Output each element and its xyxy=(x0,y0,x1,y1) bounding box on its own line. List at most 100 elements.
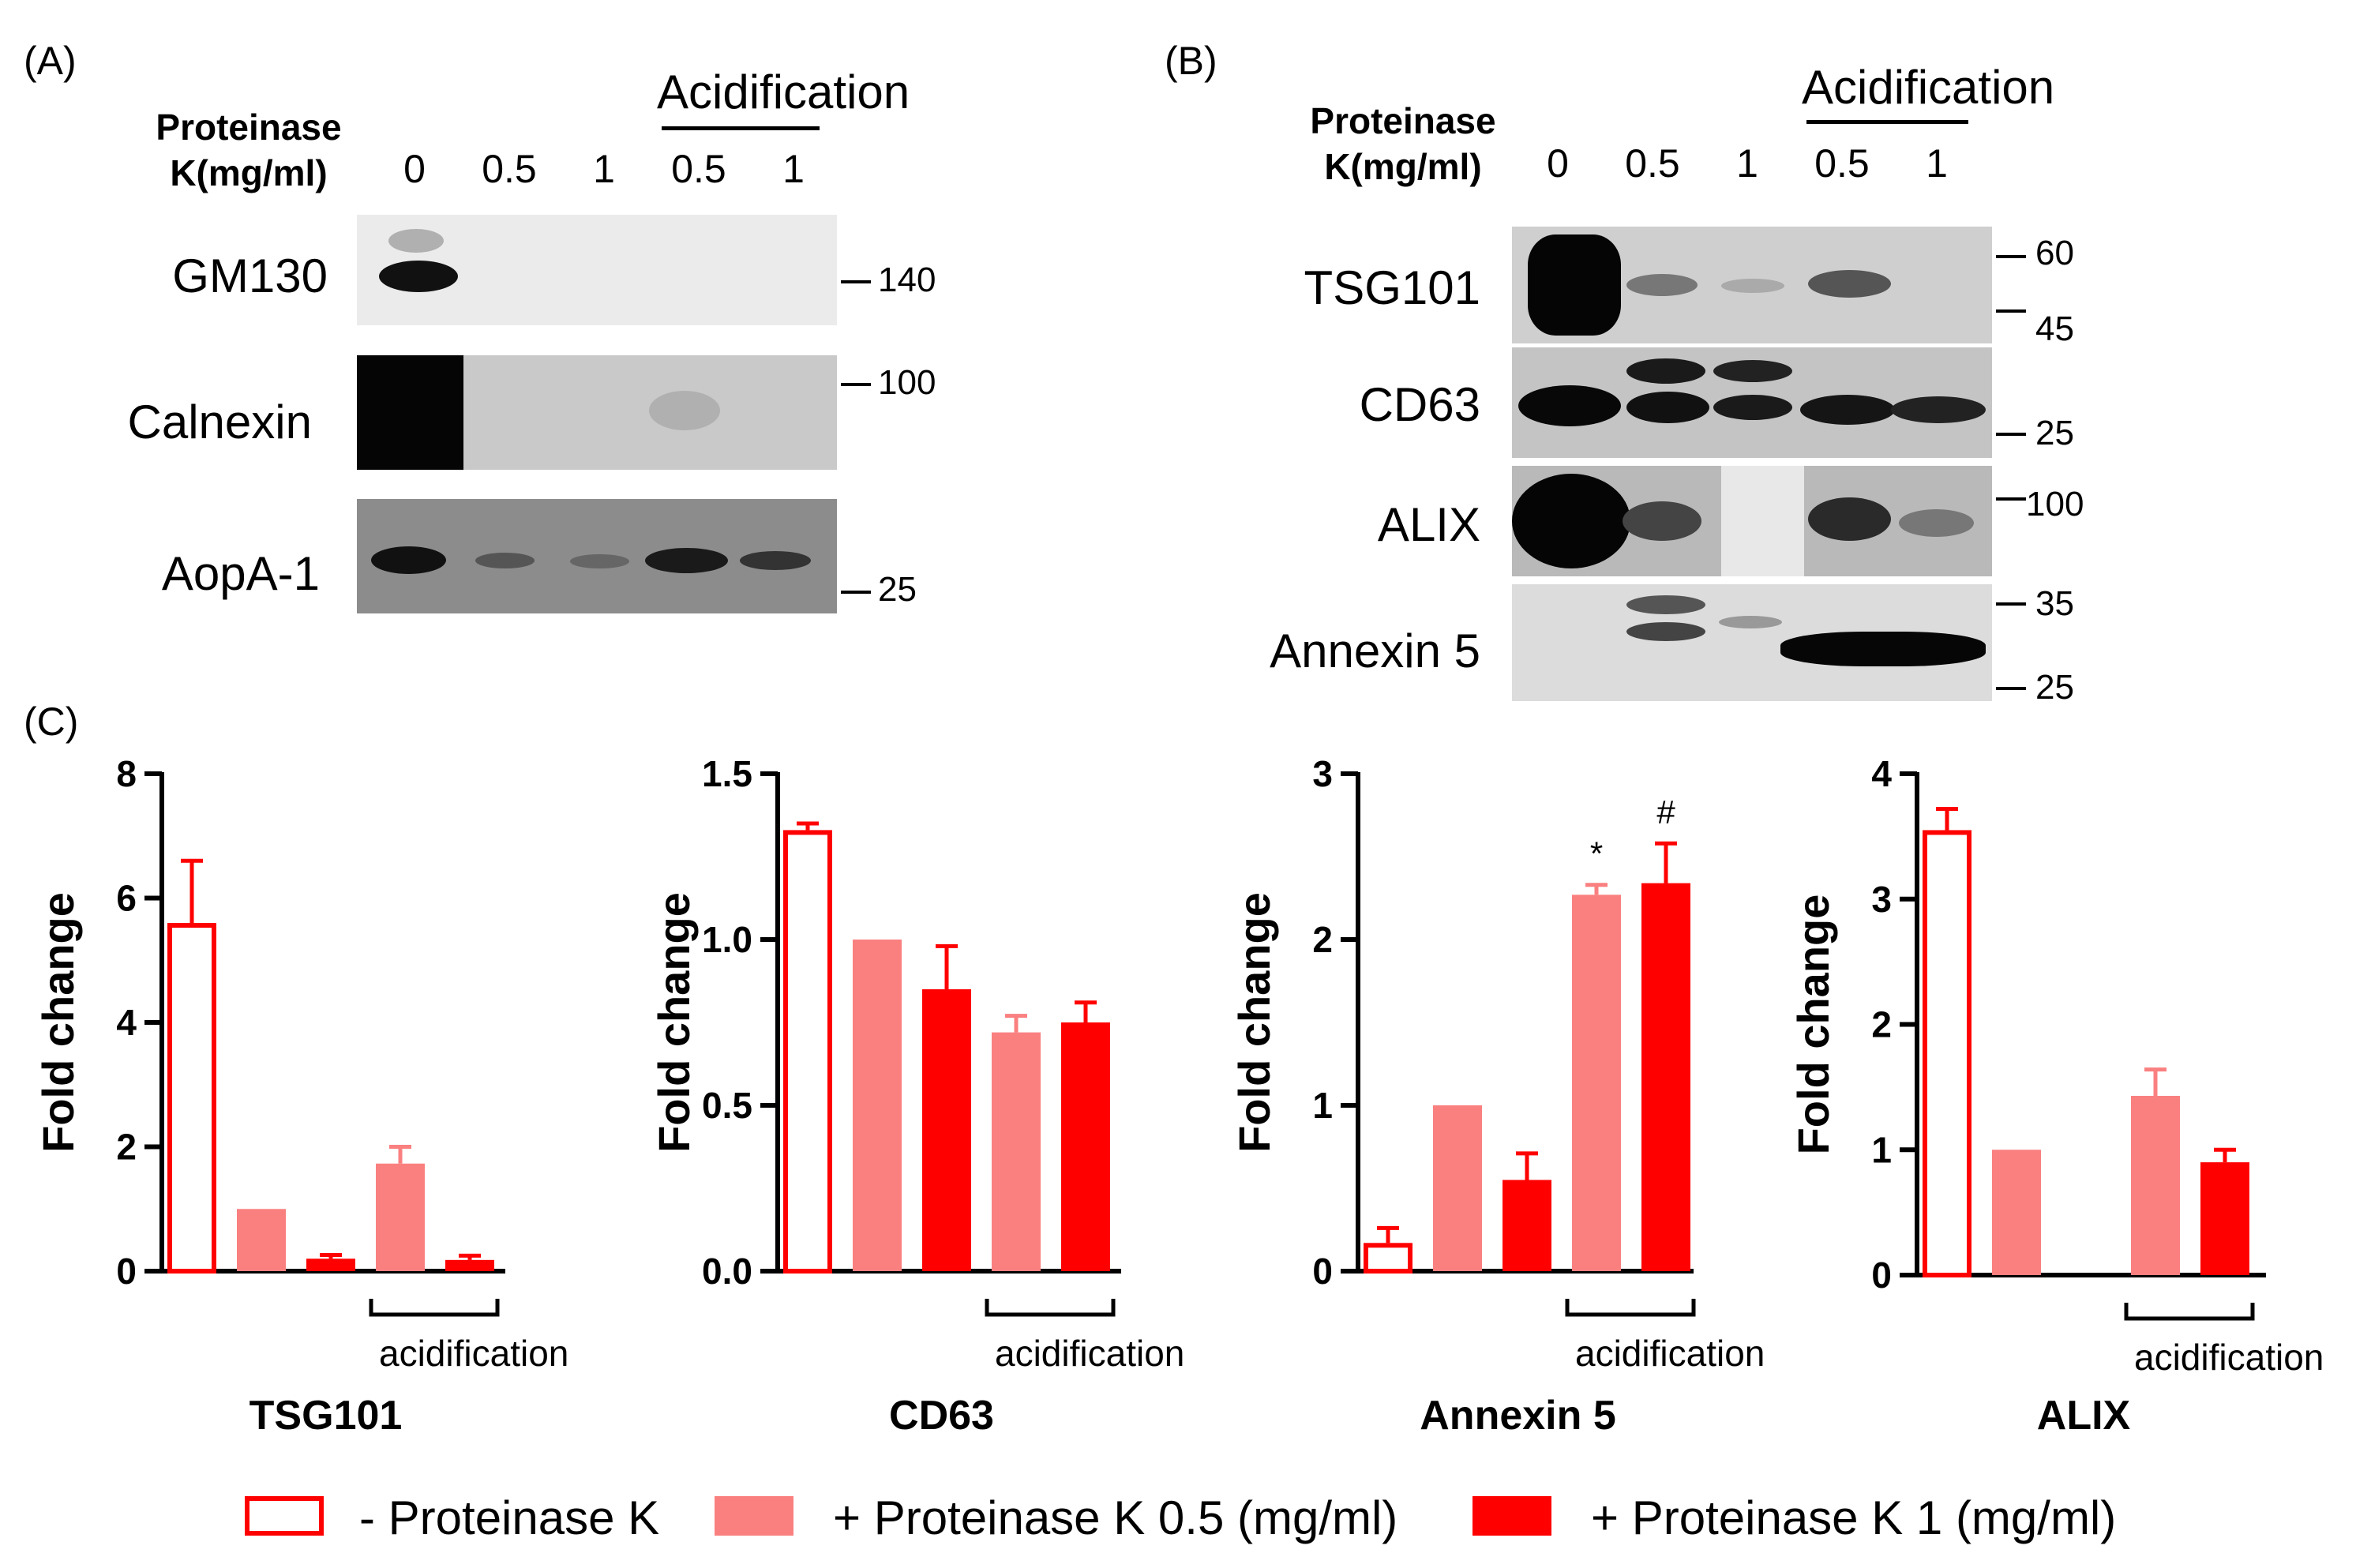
panel-b-blot-alix xyxy=(1512,466,1992,576)
panel-label-a: (A) xyxy=(24,39,77,83)
band xyxy=(1721,279,1784,293)
panel-b-marker-tick xyxy=(1996,497,2026,501)
panel-label-b: (B) xyxy=(1165,39,1217,83)
panel-a-marker-tick xyxy=(841,591,871,594)
panel-b-pk-label-line1: Proteinase xyxy=(1310,100,1496,141)
band xyxy=(371,546,446,574)
acidification-label-annexin-5: acidification xyxy=(1575,1333,1765,1374)
panel-a-marker-100: 100 xyxy=(878,363,936,402)
panel-b-marker-35: 35 xyxy=(2035,584,2074,623)
panel-b-marker-tick xyxy=(1996,602,2026,606)
panel-label-c: (C) xyxy=(24,700,79,744)
acidification-bracket-alix xyxy=(2124,1303,2255,1321)
chart-title-tsg101: TSG101 xyxy=(249,1393,403,1439)
band xyxy=(1891,396,1986,423)
band xyxy=(570,554,629,568)
band xyxy=(1808,270,1891,298)
bar-cd63 xyxy=(783,830,832,1274)
band xyxy=(1626,622,1705,641)
panel-b-blot-cd63 xyxy=(1512,347,1992,458)
panel-b-protein-tsg101: TSG101 xyxy=(1304,261,1480,314)
bar-cd63 xyxy=(853,940,902,1271)
y-tick-label-alix: 2 xyxy=(1871,1004,1892,1045)
y-tick-label-cd63: 1.0 xyxy=(702,919,752,960)
acidification-label-cd63: acidification xyxy=(995,1333,1184,1374)
y-axis-title-annexin-5: Fold change xyxy=(1229,892,1279,1153)
panel-b-blot-tsg101 xyxy=(1512,227,1992,343)
chart-title-alix: ALIX xyxy=(2037,1393,2131,1439)
panel-a-protein-aopa1: AopA-1 xyxy=(161,547,320,600)
panel-a-acidification-title: Acidification xyxy=(657,66,910,118)
y-tick-label-annexin-5: 1 xyxy=(1312,1085,1333,1126)
panel-b-marker-tick xyxy=(1996,255,2026,258)
panel-a-protein-calnexin: Calnexin xyxy=(127,396,312,448)
band xyxy=(388,229,444,253)
legend-swatch-pk1 xyxy=(1472,1496,1551,1536)
y-tick-label-tsg101: 6 xyxy=(116,878,137,919)
panel-a-dose-3: 1 xyxy=(593,147,615,191)
y-tick-label-cd63: 0.5 xyxy=(702,1085,752,1126)
panel-b-protein-annexin5: Annexin 5 xyxy=(1270,625,1480,677)
panel-a-protein-gm130: GM130 xyxy=(172,249,328,302)
y-tick-label-tsg101: 0 xyxy=(116,1251,137,1292)
band xyxy=(649,391,720,430)
bar-annexin-5 xyxy=(1641,883,1690,1271)
bar-annexin-5 xyxy=(1572,895,1621,1271)
acidification-label-alix: acidification xyxy=(2134,1337,2324,1378)
legend-swatch-pk05 xyxy=(715,1496,793,1536)
panel-b-pk-label-line2: K(mg/ml) xyxy=(1324,146,1482,187)
panel-a-marker-tick xyxy=(841,383,871,386)
panel-b-dose-1: 0 xyxy=(1547,141,1569,186)
band xyxy=(1626,274,1698,296)
y-tick-label-annexin-5: 0 xyxy=(1312,1251,1333,1292)
band xyxy=(1808,497,1891,541)
bar-cd63 xyxy=(992,1032,1041,1271)
y-tick-label-cd63: 1.5 xyxy=(702,753,752,794)
y-tick-label-alix: 4 xyxy=(1871,753,1892,794)
y-tick-label-alix: 0 xyxy=(1871,1255,1892,1296)
panel-b-marker-25: 25 xyxy=(2035,414,2074,452)
panel-b-marker-tick xyxy=(1996,433,2026,436)
bar-tsg101 xyxy=(237,1209,286,1271)
panel-b-dose-2: 0.5 xyxy=(1625,141,1680,186)
panel-a-pk-label-line2: K(mg/ml) xyxy=(170,152,328,193)
panel-b-dose-3: 1 xyxy=(1736,141,1758,186)
panel-a-marker-tick xyxy=(841,280,871,283)
panel-b-dose-4: 0.5 xyxy=(1814,141,1870,186)
band xyxy=(1780,632,1986,666)
panel-a-blot-gm130 xyxy=(357,215,837,325)
y-axis-title-cd63: Fold change xyxy=(649,892,699,1153)
bar-annexin-5 xyxy=(1503,1180,1551,1271)
band xyxy=(1713,395,1792,420)
y-tick-label-annexin-5: 3 xyxy=(1312,753,1333,794)
panel-b-protein-cd63: CD63 xyxy=(1359,378,1480,431)
bar-tsg101 xyxy=(376,1163,425,1271)
panel-a-dose-5: 1 xyxy=(782,147,805,191)
chart-title-cd63: CD63 xyxy=(889,1393,994,1439)
panel-b-marker-100: 100 xyxy=(2026,485,2084,523)
bar-alix xyxy=(1923,830,1971,1277)
bar-alix xyxy=(2200,1162,2249,1275)
panel-b-blot-annexin5 xyxy=(1512,584,1992,701)
panel-c-charts: 0 2 4 6 8 Fold change acidification TSG101 0.0 0.… xyxy=(33,753,2324,1439)
panel-b-protein-alix: ALIX xyxy=(1377,498,1480,551)
panel-a-pk-label: Proteinase K(mg/ml) xyxy=(118,104,379,196)
band xyxy=(1800,395,1895,425)
y-axis-title-tsg101: Fold change xyxy=(33,892,83,1153)
band xyxy=(1626,358,1705,384)
band xyxy=(1626,595,1705,614)
band xyxy=(357,355,463,470)
bar-cd63 xyxy=(922,989,971,1271)
band xyxy=(1623,501,1701,541)
bar-tsg101 xyxy=(306,1259,355,1271)
bar-alix xyxy=(1992,1150,2041,1275)
panel-b-pk-label: Proteinase K(mg/ml) xyxy=(1273,98,1533,189)
y-tick-label-cd63: 0.0 xyxy=(702,1251,752,1292)
band xyxy=(1528,234,1621,336)
acidification-bracket-cd63 xyxy=(985,1299,1116,1317)
legend-label-pk1: + Proteinase K 1 (mg/ml) xyxy=(1591,1491,2117,1544)
bar-annexin-5 xyxy=(1364,1243,1412,1274)
bar-tsg101 xyxy=(445,1259,494,1271)
y-tick-label-tsg101: 2 xyxy=(116,1127,137,1168)
acidification-label-tsg101: acidification xyxy=(379,1333,568,1374)
